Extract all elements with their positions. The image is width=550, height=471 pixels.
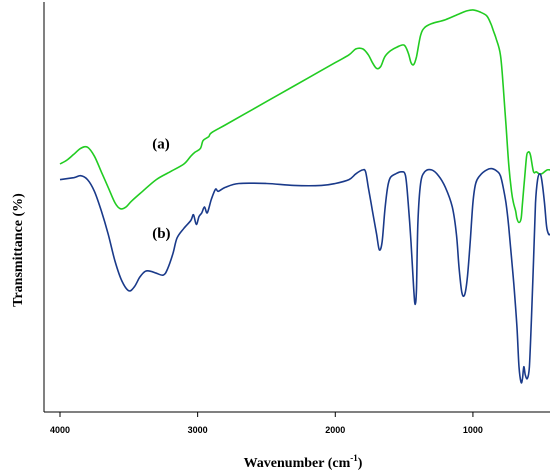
x-axis-title-superscript: -1 <box>350 453 358 463</box>
spectrum-line-b <box>59 167 550 384</box>
curve-label-a: (a) <box>152 136 170 152</box>
x-tick-label: 3000 <box>188 425 208 435</box>
curve-labels: (a) (b) <box>152 136 170 242</box>
spectrum-curves <box>59 9 550 384</box>
x-tick-label: 1000 <box>463 425 483 435</box>
x-axis-title-text: Wavenumber (cm <box>244 456 351 471</box>
x-axis-title-close: ) <box>358 456 363 471</box>
y-axis-title: Transmittance (%) <box>11 193 26 307</box>
curve-label-b: (b) <box>152 226 170 242</box>
x-axis-title: Wavenumber (cm-1) <box>244 453 363 471</box>
x-tick-label: 4000 <box>50 425 70 435</box>
x-tick-label: 2000 <box>325 425 345 435</box>
plot-frame <box>43 2 550 413</box>
x-axis-ticks: 4000 3000 2000 1000 <box>50 412 483 435</box>
spectrum-line-a <box>59 9 550 224</box>
